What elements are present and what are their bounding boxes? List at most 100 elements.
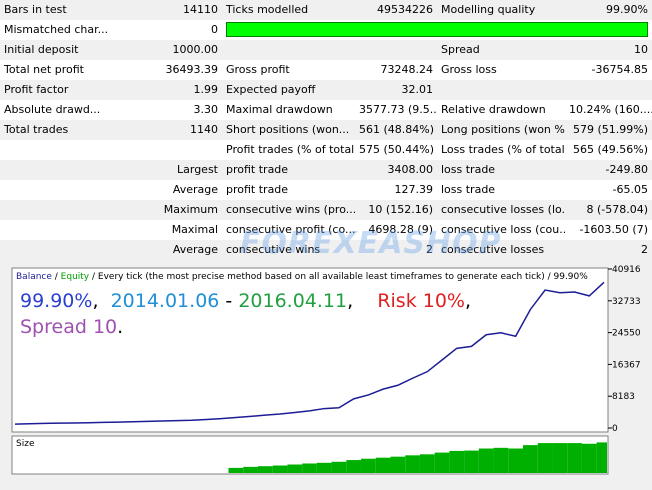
table-cell: Relative drawdown (441, 103, 546, 116)
table-cell: Loss trades (% of total) (441, 143, 565, 156)
table-cell: consecutive wins (226, 243, 321, 256)
size-bar (537, 443, 553, 473)
size-bar (346, 460, 362, 473)
table-row: Bars in test 14110 Ticks modelled 49534226 M… (0, 0, 652, 20)
table-row: Total trades 1140 Short positions (won... 5… (0, 120, 652, 140)
table-cell: -1603.50 (7) (579, 223, 648, 236)
annotation-part: 99.90% (20, 290, 92, 312)
size-bar (493, 447, 509, 473)
size-bar (449, 450, 465, 473)
size-bar (302, 463, 317, 473)
annotation-part: Spread 10 (20, 316, 117, 338)
table-cell: 10 (634, 43, 648, 56)
size-bar (464, 450, 479, 473)
table-cell: 1.99 (193, 83, 219, 96)
annotation-part: . (117, 316, 123, 338)
table-cell: 3577.73 (9.5... (359, 103, 437, 116)
table-cell: 10.24% (160.... (569, 103, 652, 116)
table-cell: loss trade (441, 163, 496, 176)
annotation-part: - (219, 290, 238, 312)
table-cell: 14110 (183, 3, 218, 16)
legend-equity: Equity (61, 272, 90, 282)
table-cell: 8 (-578.04) (586, 203, 648, 216)
table-cell: Total net profit (4, 63, 84, 76)
table-cell: 575 (50.44%) (359, 143, 435, 156)
size-bar (508, 448, 524, 473)
quality-bar (226, 22, 648, 37)
table-cell: 2 (426, 243, 433, 256)
table-cell: 1000.00 (172, 43, 219, 56)
table-row: Initial deposit 1000.00 Spread 10 (0, 40, 652, 60)
table-cell: profit trade (226, 183, 289, 196)
table-cell: Expected payoff (226, 83, 316, 96)
table-cell: Modelling quality (441, 3, 536, 16)
table-cell: Short positions (won... (226, 123, 350, 136)
size-bar (523, 445, 538, 473)
annotation-part: , (465, 290, 471, 312)
table-cell: consecutive losses (441, 243, 545, 256)
table-row: Total net profit 36493.39 Gross profit 7324… (0, 60, 652, 80)
size-bar (581, 443, 597, 473)
table-cell: Bars in test (4, 3, 67, 16)
legend-sep: / (52, 272, 61, 282)
table-cell: 3.30 (193, 103, 219, 116)
table-cell: 0 (211, 23, 218, 36)
size-bar (331, 461, 347, 473)
size-bar (596, 442, 607, 473)
table-cell: 10 (152.16) (368, 203, 433, 216)
annotation-part: , (347, 290, 377, 312)
table-row: Largest profit trade 3408.00 loss trade -249… (0, 160, 652, 180)
table-cell: Mismatched char... (4, 23, 109, 36)
size-bar (243, 466, 258, 473)
y-tick-label: 32733 (612, 297, 641, 307)
size-bar (478, 448, 494, 473)
size-bar (272, 465, 288, 473)
table-cell: Initial deposit (4, 43, 79, 56)
annotation-part: , (92, 290, 110, 312)
table-cell: -36754.85 (591, 63, 648, 76)
table-cell: Average (172, 183, 218, 196)
table-cell: -65.05 (612, 183, 648, 196)
size-bar (419, 454, 435, 473)
chart-header: Balance / Equity / Every tick (the most … (16, 272, 588, 282)
table-cell: 561 (48.84%) (359, 123, 435, 136)
table-cell: consecutive loss (cou... (441, 223, 565, 236)
table-cell: consecutive losses (lo... (441, 203, 565, 216)
plot-area (11, 267, 609, 433)
table-cell: Maximal drawdown (226, 103, 333, 116)
table-row: Mismatched char... 0 (0, 20, 652, 40)
table-cell: 49534226 (377, 3, 433, 16)
table-row: Profit trades (% of total) 575 (50.44%) Lo… (0, 140, 652, 160)
table-cell: Absolute drawd... (4, 103, 101, 116)
table-cell: Profit trades (% of total) (226, 143, 355, 156)
size-bar (405, 455, 420, 473)
table-cell: 73248.24 (380, 63, 434, 76)
size-bar (434, 452, 450, 473)
table-row: Average consecutive wins 2 consecutive loss… (0, 240, 652, 260)
annotation: Spread 10. (20, 316, 123, 338)
size-bar (552, 443, 568, 473)
y-tick-label: 8183 (612, 392, 635, 402)
table-cell: Largest (177, 163, 218, 176)
table-cell: 1140 (190, 123, 218, 136)
y-tick-label: 24550 (612, 329, 641, 339)
table-cell: Maximal (171, 223, 218, 236)
table-cell: Maximum (163, 203, 218, 216)
table-cell: Ticks modelled (226, 3, 309, 16)
size-bar (257, 466, 273, 473)
table-cell: consecutive profit (co... (226, 223, 355, 236)
balance-line (14, 281, 605, 425)
annotation-part: 2016.04.11 (238, 290, 347, 312)
table-cell: 3408.00 (387, 163, 434, 176)
chart: 0 8183 16367 24550 32733 40916 Balance / Equit… (11, 265, 641, 475)
table-cell: 2 (641, 243, 648, 256)
table-cell: Average (172, 243, 218, 256)
table-cell: Profit factor (4, 83, 69, 96)
table-cell: Spread (441, 43, 480, 56)
table-row: Maximal consecutive profit (co... 4698.28 … (0, 220, 652, 240)
table-cell: loss trade (441, 183, 496, 196)
size-bar (567, 443, 582, 473)
table-cell: 4698.28 (9) (368, 223, 433, 236)
table-cell: profit trade (226, 163, 289, 176)
